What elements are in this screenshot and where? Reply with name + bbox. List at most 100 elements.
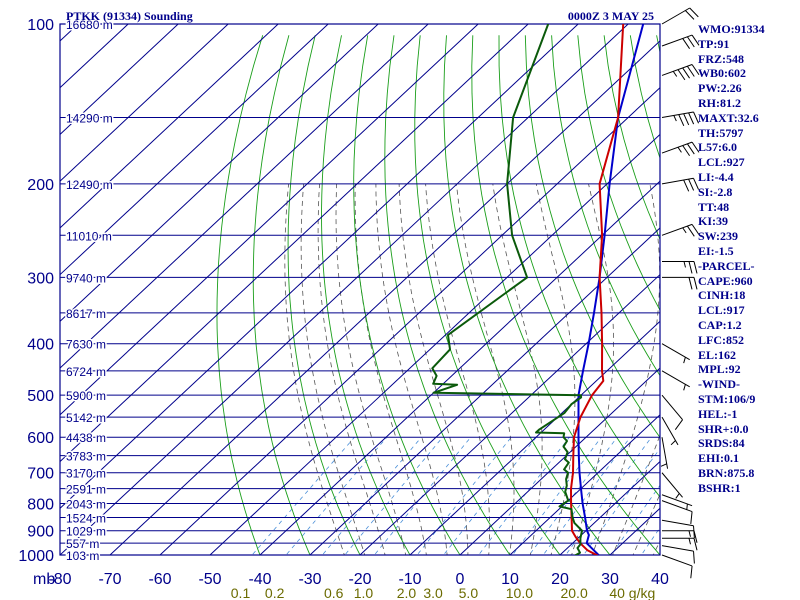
pressure-label: 200 [27,177,54,194]
index-line: CINH:18 [698,288,746,303]
mixing-ratio-label: 0.6 [324,585,344,600]
dry-adiabat [353,35,461,555]
mixing-ratio-line [251,436,355,555]
temperature-label: -80 [48,571,71,588]
temperature-label: -10 [398,571,421,588]
mixing-ratio-label: 20.0 [560,585,587,600]
index-line: LFC:852 [698,332,744,347]
height-label: 103 m [66,549,99,563]
height-label: 14290 m [66,112,113,126]
mixing-ratio-label: 2.0 [397,585,417,600]
wind-barb [661,472,683,499]
index-line: SRDS:84 [698,436,745,451]
temperature-line [570,24,625,555]
index-line: EI:-1.5 [698,243,734,258]
index-line: LCL:927 [698,155,745,170]
pressure-label: 500 [27,388,54,405]
index-line: BRN:875.8 [698,465,755,480]
parcel-line [577,24,645,555]
dry-adiabat [498,35,660,498]
wind-barb [661,370,690,391]
dry-adiabat [414,35,561,555]
height-label: 16680 m [66,18,113,32]
moist-adiabat [591,183,660,555]
index-line: HEL:-1 [698,406,738,421]
moist-adiabat [632,493,660,555]
moist-adiabats [284,183,660,555]
isotherm [109,40,660,555]
temperature-label: -60 [148,571,171,588]
moist-adiabat [456,183,515,555]
moist-adiabat [398,183,469,555]
wind-barb [661,111,700,127]
temperature-label: 0 [456,571,465,588]
index-line: KI:39 [698,214,728,229]
isotherm [60,24,329,276]
pressure-label: 600 [27,430,54,447]
wind-barb [662,537,698,551]
isotherm [60,24,479,416]
height-label: 8617 m [66,307,106,321]
wind-barb [661,7,699,25]
moist-adiabat [425,183,490,555]
dry-adiabat [577,35,660,312]
isotherm [159,87,660,555]
mixing-ratio-label: 0.2 [265,585,285,600]
dry-adiabat [252,35,311,555]
wind-barb [662,260,698,274]
index-line: -WIND- [698,377,740,392]
temperature-label: 30 [601,571,619,588]
isotherm [60,24,179,136]
height-label: 5142 m [66,411,106,425]
isotherms [60,24,660,555]
dewpoint-line [431,24,583,555]
isotherm [60,24,379,323]
index-line: WMO:91334 [698,22,765,36]
mixing-ratio-label: 3.0 [423,585,443,600]
pressure-label: 800 [27,497,54,514]
height-label: 7630 m [66,338,106,352]
height-label: 3783 m [66,450,106,464]
mixing-ratio-label: 1.0 [354,585,374,600]
mixing-ratio-line [344,436,444,555]
index-line: CAPE:960 [698,273,753,288]
index-line: SI:-2.8 [698,184,733,199]
wind-barb [661,34,700,49]
mixing-ratio-lines [251,436,660,555]
mixing-ratio-label: 5.0 [459,585,479,600]
height-label: 4438 m [66,431,106,445]
pressure-label: 900 [27,524,54,541]
wind-barb [661,223,700,237]
height-label: 6724 m [66,365,106,379]
temperature-label: -20 [348,571,371,588]
mixing-ratio-label: 40 g/kg [609,585,655,600]
index-line: RH:81.2 [698,95,741,110]
mixing-ratio-line [285,436,388,555]
height-labels: 16680 m 14290 m 12490 m 11010 m 9740 m 8617 m… [65,17,115,565]
wind-barb [661,177,700,192]
index-line: CAP:1.2 [698,317,742,332]
isotherm [459,367,660,555]
dry-adiabat [287,35,361,555]
index-line: LCL:917 [698,303,745,318]
index-line: FRZ:548 [698,51,744,66]
dry-adiabat [321,35,411,555]
temperature-label: -70 [98,571,121,588]
isotherm [60,24,579,509]
moist-adiabat [492,183,543,555]
index-line: -PARCEL- [698,258,755,273]
height-label: 3170 m [66,467,106,481]
isotherm [60,24,279,229]
temperature-axis: -80 -70 -60 -50 -40 -30 -20 -10 0 10 20 30 40 mb [33,571,669,588]
mixing-ratio-line [478,436,570,555]
pressure-label: 300 [27,270,54,287]
index-line: MAXT:32.6 [698,110,759,125]
index-line: LI:-4.4 [698,169,734,184]
x-axis-corner-label: mb [33,571,55,588]
index-line: TP:91 [698,36,730,51]
height-label: 1524 m [66,512,106,526]
isotherm [60,24,629,555]
temperature-label: 40 [651,571,669,588]
height-label: 5900 m [66,389,106,403]
index-line: EHI:0.1 [698,451,740,466]
